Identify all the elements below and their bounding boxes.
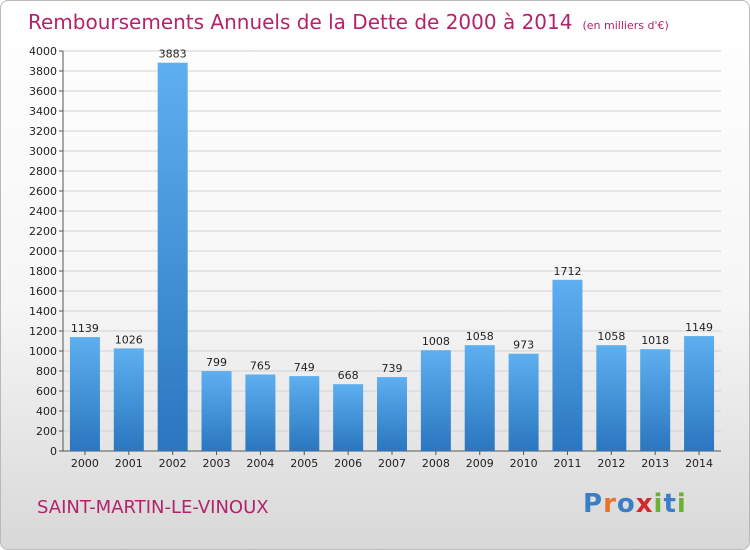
logo-letter: P — [583, 489, 604, 519]
y-tick-label: 1600 — [29, 285, 57, 298]
y-tick-label: 3800 — [29, 65, 57, 78]
y-tick-label: 600 — [36, 385, 57, 398]
y-tick-label: 2200 — [29, 225, 57, 238]
y-tick-label: 400 — [36, 405, 57, 418]
y-tick-label: 1200 — [29, 325, 57, 338]
chart-subtitle: (en milliers d'€) — [582, 19, 669, 32]
bar-value-label: 973 — [513, 339, 534, 352]
commune-name: SAINT-MARTIN-LE-VINOUX — [37, 497, 269, 518]
y-tick-label: 3200 — [29, 125, 57, 138]
bar-value-label: 799 — [206, 356, 227, 369]
y-tick-label: 3000 — [29, 145, 57, 158]
y-tick-label: 4000 — [29, 45, 57, 58]
y-tick-label: 2000 — [29, 245, 57, 258]
y-tick-label: 2400 — [29, 205, 57, 218]
x-tick-label: 2006 — [334, 457, 362, 470]
x-tick-label: 2003 — [203, 457, 231, 470]
x-tick-label: 2001 — [115, 457, 143, 470]
y-tick-label: 3600 — [29, 85, 57, 98]
bar-value-label: 1026 — [115, 333, 143, 346]
y-tick-label: 2800 — [29, 165, 57, 178]
bar-value-label: 1018 — [641, 334, 669, 347]
logo-letter: x — [635, 489, 654, 519]
bar — [157, 62, 188, 451]
logo-letter: i — [676, 489, 687, 519]
bar-value-label: 1058 — [597, 330, 625, 343]
x-tick-label: 2009 — [466, 457, 494, 470]
bar-value-label: 1712 — [553, 265, 581, 278]
x-tick-label: 2014 — [685, 457, 713, 470]
bar-value-label: 1139 — [71, 322, 99, 335]
bar-value-label: 1008 — [422, 335, 450, 348]
chart-title: Remboursements Annuels de la Dette de 20… — [28, 10, 573, 34]
x-tick-label: 2013 — [641, 457, 669, 470]
bar-value-label: 739 — [382, 362, 403, 375]
bar — [684, 336, 715, 451]
logo-letter: o — [616, 489, 636, 519]
bar — [508, 353, 539, 451]
bar-value-label: 3883 — [159, 48, 187, 61]
bar — [113, 348, 144, 451]
bar — [69, 337, 100, 451]
x-tick-label: 2005 — [290, 457, 318, 470]
bar — [201, 371, 232, 451]
bar-value-label: 668 — [338, 369, 359, 382]
y-tick-label: 800 — [36, 365, 57, 378]
bar-value-label: 765 — [250, 360, 271, 373]
bar — [289, 376, 320, 451]
bar — [640, 349, 671, 451]
logo-letter: r — [603, 489, 617, 519]
bar-value-label: 1149 — [685, 321, 713, 334]
y-tick-label: 3400 — [29, 105, 57, 118]
x-tick-label: 2007 — [378, 457, 406, 470]
bar — [377, 377, 407, 451]
chart-title-block: Remboursements Annuels de la Dette de 20… — [28, 10, 669, 34]
x-tick-label: 2011 — [553, 457, 581, 470]
logo-letter: t — [663, 489, 677, 519]
logo-letter: i — [653, 489, 664, 519]
y-tick-label: 1000 — [29, 345, 57, 358]
bar — [245, 374, 276, 451]
x-tick-label: 2004 — [246, 457, 274, 470]
x-tick-label: 2012 — [597, 457, 625, 470]
bar-value-label: 1058 — [466, 330, 494, 343]
x-tick-label: 2000 — [71, 457, 99, 470]
x-tick-label: 2010 — [510, 457, 538, 470]
bar — [420, 350, 451, 451]
y-tick-label: 2600 — [29, 185, 57, 198]
bar — [464, 345, 495, 451]
bar — [333, 384, 364, 451]
bar — [552, 279, 583, 451]
proxiti-logo: Proxiti — [583, 489, 687, 519]
bar-value-label: 749 — [294, 361, 315, 374]
y-tick-label: 200 — [36, 425, 57, 438]
x-tick-label: 2008 — [422, 457, 450, 470]
y-tick-label: 1400 — [29, 305, 57, 318]
y-tick-label: 0 — [50, 445, 57, 458]
y-tick-label: 1800 — [29, 265, 57, 278]
x-tick-label: 2002 — [159, 457, 187, 470]
bar — [596, 345, 627, 451]
